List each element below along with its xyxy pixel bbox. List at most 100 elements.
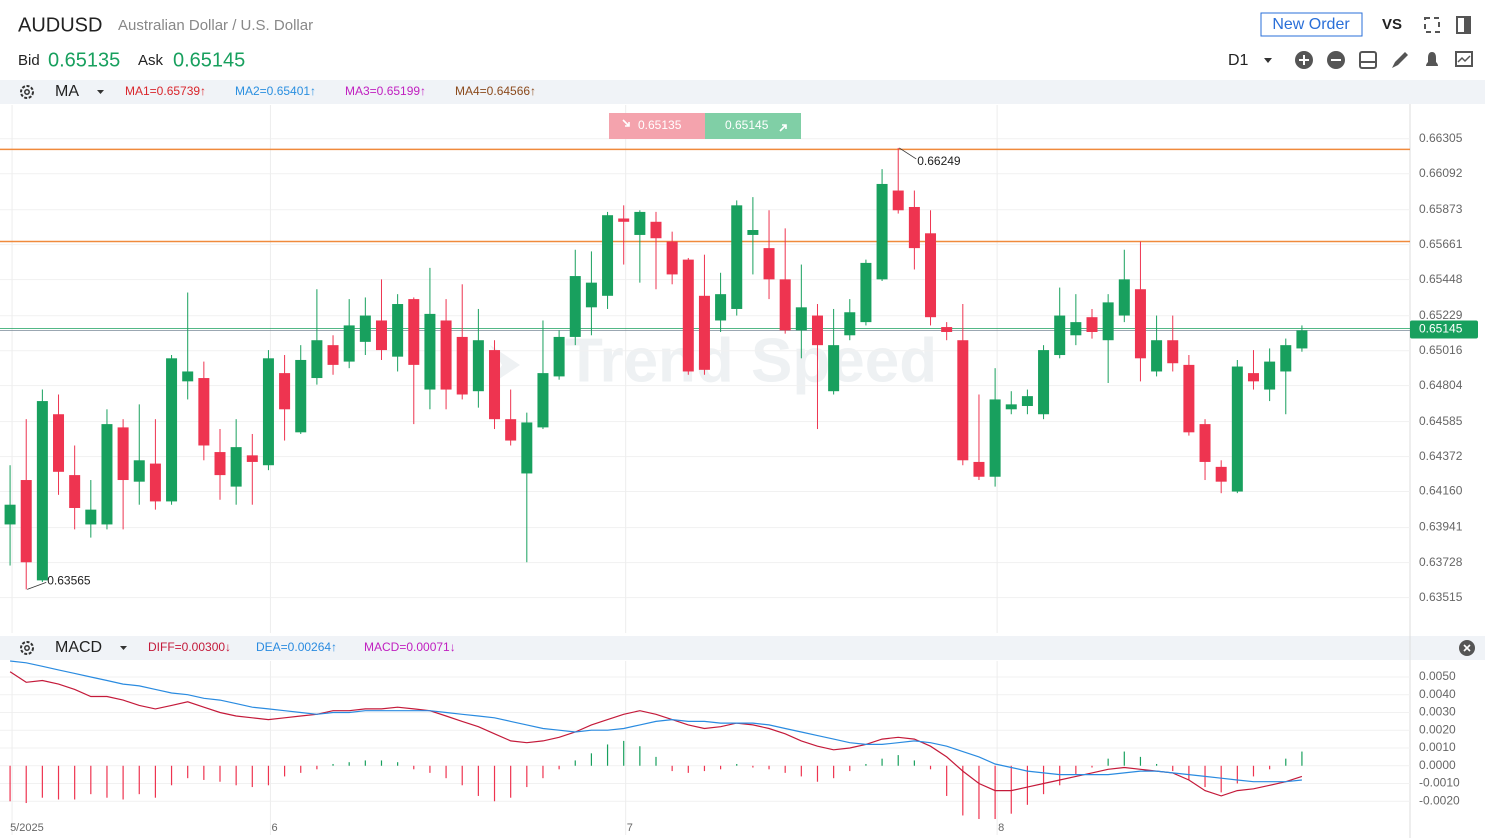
candle-body — [214, 452, 226, 476]
candle-body — [973, 461, 985, 477]
icon-shape — [1299, 55, 1309, 65]
icon-shape — [1424, 17, 1440, 33]
candle-body — [133, 460, 145, 482]
candle-body — [408, 299, 420, 365]
candle-body — [553, 336, 565, 377]
legend-entry: DIFF=0.00300↓ — [148, 640, 231, 654]
candle-body — [844, 312, 856, 336]
y-tick-label: 0.63515 — [1419, 590, 1463, 604]
candle-body — [908, 206, 920, 249]
icon-shape — [1457, 55, 1471, 63]
icon-shape — [1464, 17, 1470, 33]
candle-body — [957, 340, 969, 461]
candle-body — [1199, 424, 1211, 462]
candle-body — [731, 205, 743, 309]
candle-body — [230, 447, 242, 487]
symbol-name: Australian Dollar / U.S. Dollar — [118, 17, 313, 34]
candle-body — [634, 211, 646, 235]
icon-shape — [24, 89, 30, 95]
indicator-icon[interactable] — [1455, 51, 1473, 67]
candle-body — [1231, 366, 1243, 492]
new-order-button[interactable]: New Order — [1260, 12, 1363, 37]
dropdown-caret — [1264, 58, 1272, 63]
candle-body — [375, 320, 387, 351]
zoom-out-icon[interactable] — [1327, 51, 1345, 69]
candle-body — [1054, 315, 1066, 356]
y-tick-label: 0.63941 — [1419, 520, 1463, 534]
dropdown-caret — [97, 90, 104, 94]
panel-icon[interactable] — [1456, 16, 1471, 34]
candle-body — [650, 221, 662, 239]
dropdown-caret — [120, 646, 127, 650]
icon-shape — [20, 85, 34, 99]
macd-line — [10, 660, 1302, 783]
y-tick-label: 0.0030 — [1419, 705, 1456, 719]
macd-name[interactable]: MACD — [55, 639, 102, 656]
annotation-leader — [899, 147, 917, 160]
icon-shape — [1463, 644, 1471, 652]
candle-body — [36, 401, 48, 581]
candle-body — [1102, 302, 1114, 341]
candle-body — [779, 279, 791, 331]
low-annotation: 0.63565 — [47, 574, 91, 588]
candle-body — [618, 218, 630, 222]
close-macd[interactable] — [1459, 640, 1475, 656]
timeframe[interactable]: D1 — [1228, 52, 1249, 69]
candle-body — [715, 294, 727, 321]
candle-body — [53, 414, 65, 472]
candle-body — [117, 427, 129, 481]
candle-body — [537, 373, 549, 428]
candle-body — [666, 241, 678, 275]
fullscreen-icon[interactable] — [1424, 17, 1440, 33]
candle-body — [1038, 350, 1050, 415]
ask-price: 0.65145 — [173, 49, 245, 71]
candle-body — [941, 327, 953, 332]
candle-body — [521, 422, 533, 474]
alert-icon[interactable] — [1426, 52, 1438, 66]
y-tick-label: 0.66092 — [1419, 166, 1463, 180]
indicator-name[interactable]: MA — [55, 83, 79, 100]
ma-legend: MA4=0.64566↑ — [455, 84, 536, 98]
settings-icon[interactable] — [20, 85, 34, 99]
watermark: Trend Speed — [565, 326, 937, 395]
y-tick-label: 0.0010 — [1419, 740, 1456, 754]
candle-body — [4, 504, 16, 525]
y-tick-label: 0.0050 — [1419, 669, 1456, 683]
y-tick-label: 0.0020 — [1419, 722, 1456, 736]
layout-icon[interactable] — [1359, 51, 1377, 69]
button-label: New Order — [1272, 16, 1350, 33]
candle-body — [472, 340, 484, 392]
candle-body — [811, 315, 823, 346]
candle-body — [1151, 340, 1163, 372]
vs-button[interactable]: VS — [1382, 16, 1402, 33]
macd-bar — [0, 636, 1485, 660]
icon-shape — [1392, 52, 1408, 68]
candle-body — [1167, 340, 1179, 364]
candle-body — [1005, 404, 1017, 410]
y-tick-label: 0.64585 — [1419, 414, 1463, 428]
candle-body — [262, 358, 274, 466]
buy-button[interactable]: 0.65145 — [705, 113, 801, 139]
settings-icon[interactable] — [20, 641, 34, 655]
candle-body — [1247, 373, 1259, 382]
annotation-leader — [27, 582, 47, 590]
candle-body — [698, 295, 710, 370]
y-tick-label: 0.65016 — [1419, 343, 1463, 357]
candle-body — [343, 325, 355, 362]
draw-icon[interactable] — [1392, 52, 1408, 68]
candle-body — [359, 315, 371, 342]
indicator-bar — [0, 80, 1485, 104]
last-price-tag — [1410, 320, 1478, 339]
y-tick-label: 0.0000 — [1419, 758, 1456, 772]
y-tick-label: 0.65661 — [1419, 237, 1463, 251]
sell-button[interactable]: 0.65135 — [609, 113, 705, 139]
high-annotation: 0.66249 — [917, 154, 961, 168]
ma-legend: MA1=0.65739↑ — [125, 84, 206, 98]
x-tick-label: 6 — [271, 822, 277, 834]
zoom-in-icon[interactable] — [1295, 51, 1313, 69]
candle-body — [795, 307, 807, 331]
icon-shape — [1359, 51, 1377, 69]
candle-body — [876, 183, 888, 280]
